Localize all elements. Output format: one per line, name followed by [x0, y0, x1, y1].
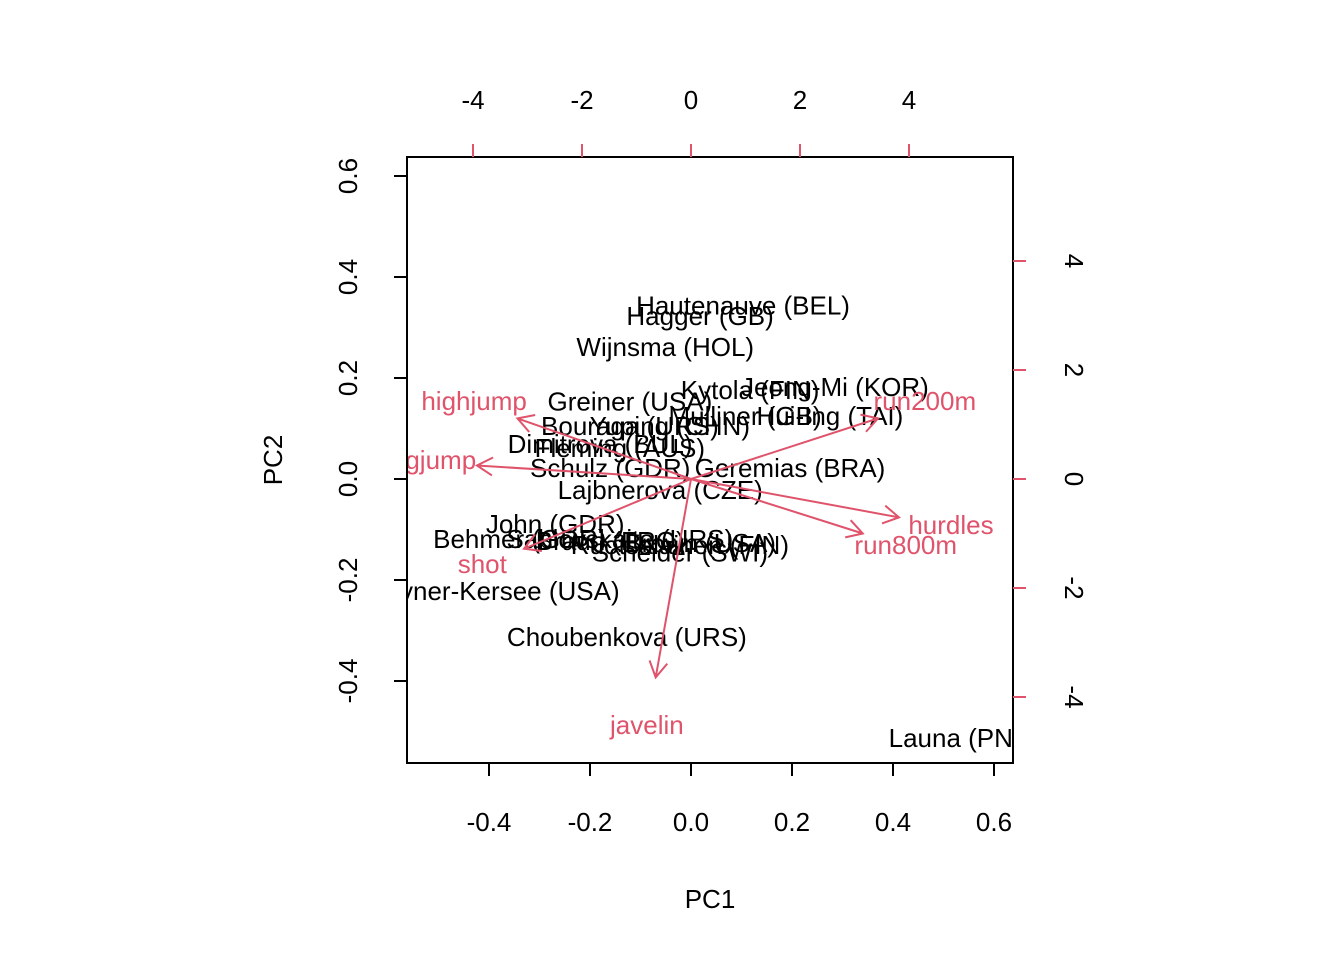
x-tick-label: 0.6 — [976, 807, 1012, 837]
x-tick-label: 0.0 — [673, 807, 709, 837]
x2-tick-label: 2 — [793, 85, 807, 115]
observation-label: Kytola (FIN) — [681, 375, 820, 405]
plot-area: Joyner-Kersee (USA) John (GDR)Behmer (GDR… — [371, 291, 1042, 753]
y2-tick-label: 4 — [1059, 254, 1089, 268]
x2-tick-label: -4 — [461, 85, 484, 115]
y2-tick-label: -2 — [1059, 576, 1089, 599]
observation-label: Sablovskaite (URS) — [506, 524, 733, 554]
observation-label: Dimitrova (BUL) — [508, 429, 693, 459]
y-tick-label: -0.2 — [333, 558, 363, 603]
y2-tick-label: -4 — [1059, 685, 1089, 708]
loading-label: hurdles — [908, 510, 993, 540]
x-tick-label: 0.4 — [875, 807, 911, 837]
loading-arrow — [690, 478, 865, 539]
y-tick-label: 0.2 — [333, 360, 363, 396]
loading-label: run800m — [854, 530, 957, 560]
observation-label: Jeong-Mi (KOR) — [741, 372, 929, 402]
loading-arrow — [690, 413, 880, 480]
observation-label: Mulliner (GB) — [668, 401, 821, 431]
loading-arrow — [522, 478, 692, 553]
observation-label: Hagger (GB) — [626, 301, 773, 331]
loading-label: longjump — [371, 445, 477, 475]
x-tick-label: -0.2 — [568, 807, 613, 837]
y2-tick-label: 0 — [1059, 472, 1089, 486]
observation-label: Hautenauve (BEL) — [636, 291, 850, 321]
observation-label: Launa (PNG) — [889, 723, 1042, 753]
observation-label: Choubenkova (URS) — [507, 622, 747, 652]
y-tick-label: 0.0 — [333, 461, 363, 497]
y-axis-title: PC2 — [258, 435, 288, 486]
x2-tick-label: 4 — [902, 85, 916, 115]
y-tick-label: 0.6 — [333, 158, 363, 194]
loading-label: shot — [458, 549, 508, 579]
observation-label: Bouraga (URS) — [541, 411, 719, 441]
plot-box — [406, 156, 1014, 764]
observation-label: Yuping (CHN) — [590, 411, 750, 441]
y-tick-label: -0.4 — [333, 659, 363, 704]
x-axis-title: PC1 — [685, 884, 736, 914]
observation-label: Wijnsma (HOL) — [576, 332, 754, 362]
x2-tick-label: -2 — [570, 85, 593, 115]
observation-label: Behmer (GDR) — [433, 524, 606, 554]
y-tick-label: 0.4 — [333, 259, 363, 295]
x2-tick-label: 0 — [684, 85, 698, 115]
loading-arrow — [690, 478, 901, 525]
x-tick-label: -0.4 — [467, 807, 512, 837]
observation-label: John (GDR) — [486, 509, 625, 539]
observation-label: Braun (FRG) — [536, 526, 685, 556]
loading-arrow — [515, 414, 692, 480]
observation-label: Brown (USA) — [624, 528, 776, 558]
loading-arrow — [648, 478, 692, 680]
observation-label: Fleming (AUS) — [535, 433, 705, 463]
x-tick-label: 0.2 — [774, 807, 810, 837]
observation-label: Joyner-Kersee (USA) — [373, 576, 620, 606]
y2-tick-label: 2 — [1059, 363, 1089, 377]
loading-label: javelin — [609, 710, 684, 740]
loading-label: run200m — [874, 386, 977, 416]
loading-arrow — [474, 456, 692, 480]
observation-label: Hui-Ing (TAI) — [756, 401, 903, 431]
loading-label: highjump — [421, 386, 527, 416]
observation-label: Greiner (USA) — [548, 387, 713, 417]
